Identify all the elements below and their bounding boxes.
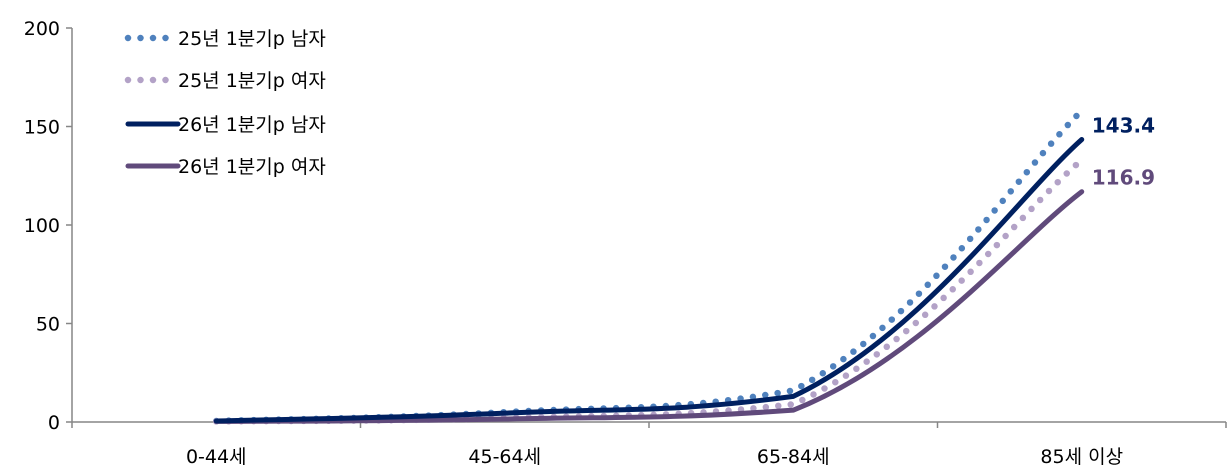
x-tick-label: 45-64세 [468,446,541,468]
legend-label-3: 26년 1분기p 남자 [178,114,326,136]
y-tick-label: 200 [24,18,60,40]
legend-label-1: 25년 1분기p 남자 [178,28,326,50]
series-group [213,107,1085,425]
y-axis-ticks: 0 50 100 150 200 [24,18,72,434]
y-tick-label: 100 [24,215,60,237]
legend-label-4: 26년 1분기p 여자 [178,156,326,178]
data-label-series-3: 143.4 [1092,114,1155,138]
x-axis-ticks: 0-44세 45-64세 65-84세 85세 이상 [71,422,1227,468]
series-line-2 [213,156,1085,425]
series-line-3 [213,137,1085,424]
series-line-4 [213,189,1085,424]
data-label-series-4: 116.9 [1092,166,1155,190]
x-tick-label: 0-44세 [186,446,247,468]
y-tick-label: 50 [36,314,60,336]
x-tick-label: 85세 이상 [1040,446,1123,468]
legend: 25년 1분기p 남자 25년 1분기p 여자 26년 1분기p 남자 26년 1분기… [124,28,326,178]
x-tick-label: 65-84세 [757,446,830,468]
series-line-1 [213,107,1085,425]
legend-label-2: 25년 1분기p 여자 [178,70,326,92]
y-tick-label: 0 [48,412,60,434]
data-labels: 143.4 116.9 [1092,114,1155,190]
y-tick-label: 150 [24,117,60,139]
